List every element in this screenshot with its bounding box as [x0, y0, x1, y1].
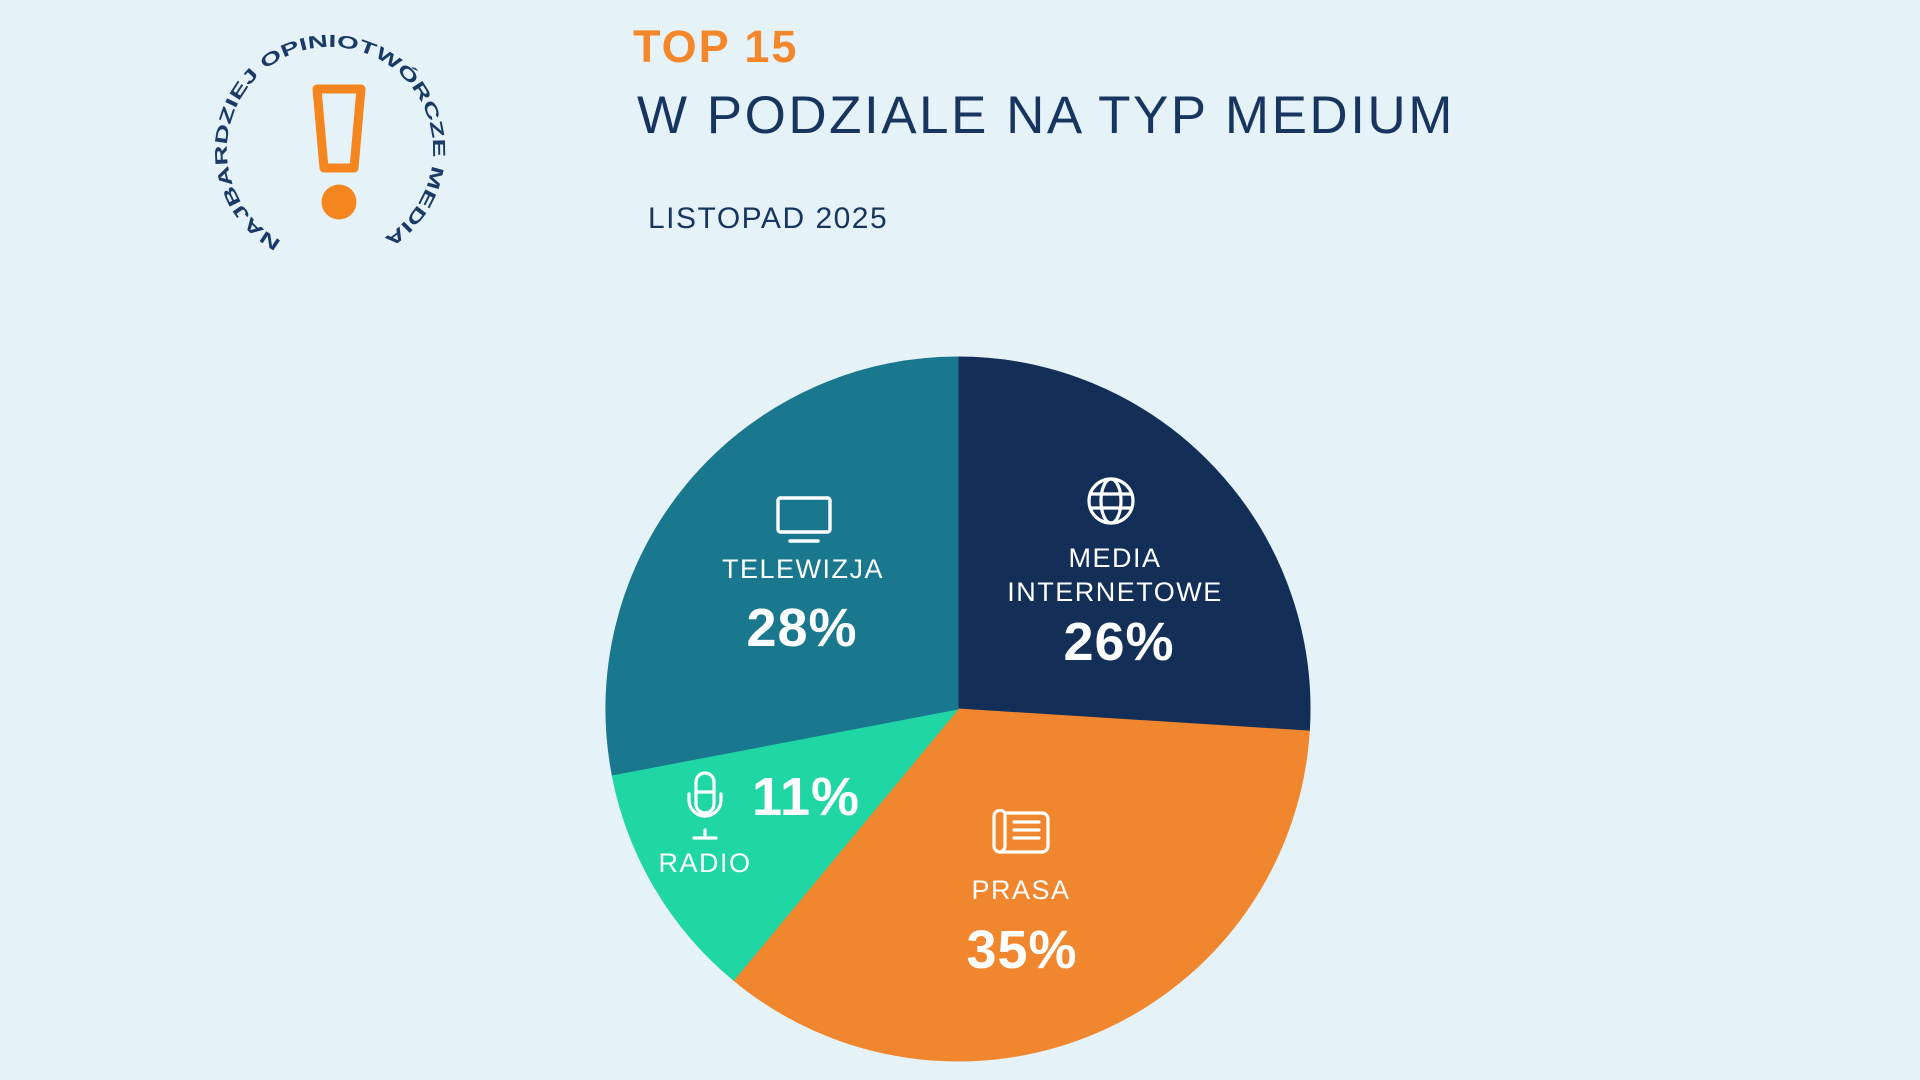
- slice-label-media-internetowe: MEDIA INTERNETOWE: [1007, 543, 1223, 607]
- exclamation-mark-icon: [312, 84, 366, 220]
- logo-ring-text: NAJBARDZIEJ OPINIOTWÓRCZE MEDIA: [211, 31, 450, 255]
- pie-slice-0: [957, 356, 1311, 732]
- report-eyebrow: TOP 15: [633, 21, 799, 72]
- slice-percent-radio: 11%: [751, 767, 861, 827]
- newspaper-icon: [991, 808, 1051, 857]
- pie-slice-1: [732, 708, 1310, 1062]
- opiniotworcze-media-logo: NAJBARDZIEJ OPINIOTWÓRCZE MEDIA: [198, 16, 462, 280]
- slice-label-telewizja: TELEWIZJA: [721, 554, 885, 584]
- logo-graphic: NAJBARDZIEJ OPINIOTWÓRCZE MEDIA: [211, 31, 450, 255]
- pie-slices: [605, 356, 1311, 1062]
- slice-percent-media-internetowe: 26%: [1063, 612, 1175, 672]
- tv-icon: [775, 495, 833, 545]
- pie-slice-3: [605, 356, 959, 776]
- microphone-icon: [683, 770, 727, 842]
- globe-icon: [1086, 476, 1136, 526]
- slice-percent-prasa: 35%: [966, 920, 1078, 980]
- report-period: LISTOPAD 2025: [648, 202, 889, 235]
- slice-label-prasa: PRASA: [971, 875, 1071, 905]
- media-type-pie-chart: TELEWIZJA 28% MEDIA INTERNETOWE 26% 11%: [605, 356, 1311, 1062]
- slice-percent-telewizja: 28%: [746, 598, 858, 658]
- page-title: W PODZIALE NA TYP MEDIUM: [637, 86, 1455, 145]
- slice-label-radio: RADIO: [658, 848, 752, 878]
